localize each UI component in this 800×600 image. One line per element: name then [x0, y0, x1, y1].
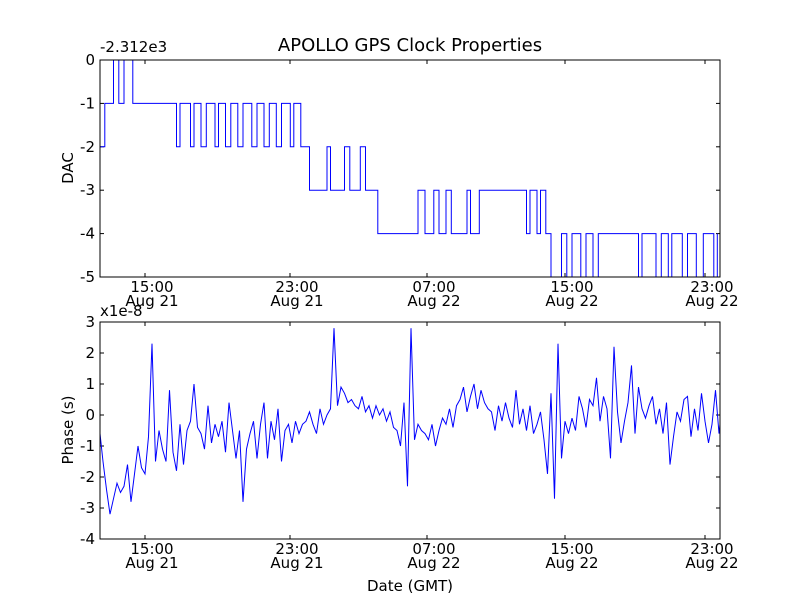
phase-y-axis-label: Phase (s) — [59, 395, 77, 464]
dac-x-tick-time: 23:00 — [690, 278, 733, 296]
dac-axes: APOLLO GPS Clock Properties -2.312e3 DAC… — [59, 35, 739, 310]
phase-y-tick-label: -2 — [80, 468, 95, 486]
phase-y-tick-label: 3 — [85, 313, 95, 331]
phase-x-tick-date: Aug 22 — [407, 554, 460, 572]
phase-x-tick-time: 15:00 — [130, 540, 173, 558]
dac-y-tick-label: -5 — [80, 268, 95, 286]
phase-x-tick-time: 23:00 — [275, 540, 318, 558]
dac-y-tick-label: -2 — [80, 138, 95, 156]
phase-x-tick-date: Aug 21 — [125, 554, 178, 572]
phase-axes-frame — [99, 321, 721, 540]
dac-y-tick-label: -3 — [80, 181, 95, 199]
dac-x-tick-date: Aug 22 — [685, 292, 738, 310]
dac-x-tick-time: 07:00 — [412, 278, 455, 296]
phase-x-tick-date: Aug 22 — [685, 554, 738, 572]
phase-x-tick-date: Aug 21 — [270, 554, 323, 572]
dac-y-tick-label: -4 — [80, 225, 95, 243]
dac-x-tick-time: 15:00 — [130, 278, 173, 296]
dac-series-line — [99, 59, 718, 278]
phase-y-tick-label: 2 — [85, 344, 95, 362]
phase-y-tick-label: -1 — [80, 437, 95, 455]
dac-plot — [99, 59, 718, 278]
phase-x-tick-time: 15:00 — [550, 540, 593, 558]
phase-y-tick-label: -4 — [80, 530, 95, 548]
phase-y-tick-label: -3 — [80, 499, 95, 517]
dac-y-tick-label: 0 — [85, 51, 95, 69]
chart-title: APOLLO GPS Clock Properties — [278, 35, 542, 56]
phase-offset-label: x1e-8 — [100, 302, 143, 320]
dac-x-tick-date: Aug 21 — [270, 292, 323, 310]
phase-axes: x1e-8 Phase (s) Date (GMT) 3 2 1 0 -1 -2 -3 -4 1… — [59, 302, 739, 595]
phase-plot — [99, 328, 721, 515]
dac-x-tick-date: Aug 22 — [407, 292, 460, 310]
dac-offset-label: -2.312e3 — [100, 38, 167, 56]
dac-x-tick-date: Aug 21 — [125, 292, 178, 310]
phase-series-line — [99, 328, 721, 515]
dac-x-tick-time: 23:00 — [275, 278, 318, 296]
phase-y-tick-label: 1 — [85, 375, 95, 393]
dac-y-axis-label: DAC — [59, 152, 77, 184]
phase-x-axis-label: Date (GMT) — [367, 577, 453, 595]
phase-x-tick-time: 23:00 — [690, 540, 733, 558]
phase-x-tick-time: 07:00 — [412, 540, 455, 558]
dac-x-tick-date: Aug 22 — [545, 292, 598, 310]
phase-x-tick-date: Aug 22 — [545, 554, 598, 572]
dac-y-tick-label: -1 — [80, 94, 95, 112]
dac-x-tick-time: 15:00 — [550, 278, 593, 296]
dac-axes-frame — [99, 59, 721, 278]
phase-y-tick-label: 0 — [85, 406, 95, 424]
